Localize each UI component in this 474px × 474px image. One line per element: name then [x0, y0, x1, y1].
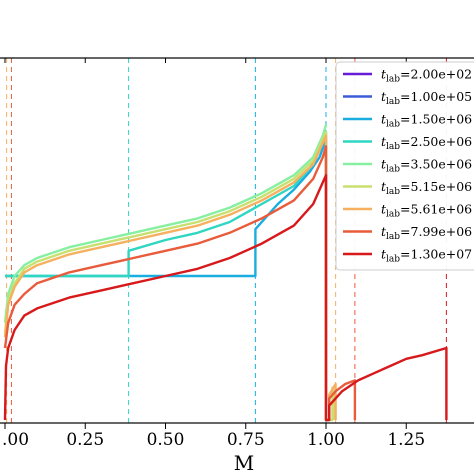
- legend-label-5: tlab=5.15e+06: [381, 179, 472, 197]
- legend-label-6: tlab=5.61e+06: [381, 202, 472, 220]
- x-tick-label-3: 0.75: [227, 430, 265, 450]
- legend-label-1: tlab=1.00e+05: [381, 89, 472, 107]
- x-axis-title: M: [234, 451, 254, 474]
- legend-label-7: tlab=7.99e+06: [381, 224, 472, 242]
- plot-frame: [0, 57, 474, 424]
- legend-label-8: tlab=1.30e+07: [381, 247, 472, 265]
- series-line-8: [3, 174, 448, 422]
- x-tick-label-0: .00: [2, 430, 29, 450]
- legend-label-4: tlab=3.50e+06: [381, 157, 472, 175]
- series-line-2: [5, 138, 328, 420]
- legend-box: [335, 61, 474, 271]
- x-axis: .00 0.25 0.50 0.75 1.00 1.25: [2, 58, 425, 450]
- legend-label-3: tlab=2.50e+06: [381, 134, 472, 152]
- series-line-7: [3, 145, 357, 422]
- series-line-4: [3, 124, 328, 323]
- legend-label-2: tlab=1.50e+06: [381, 112, 472, 130]
- x-tick-label-2: 0.50: [147, 430, 185, 450]
- x-tick-label-4: 1.00: [307, 430, 345, 450]
- series-lines: [3, 124, 448, 422]
- x-tick-label-5: 1.25: [387, 430, 425, 450]
- legend-label-0: tlab=2.00e+02: [381, 67, 472, 85]
- legend: tlab=2.00e+02 tlab=1.00e+05 tlab=1.50e+06 t…: [335, 61, 474, 271]
- x-tick-label-1: 0.25: [66, 430, 104, 450]
